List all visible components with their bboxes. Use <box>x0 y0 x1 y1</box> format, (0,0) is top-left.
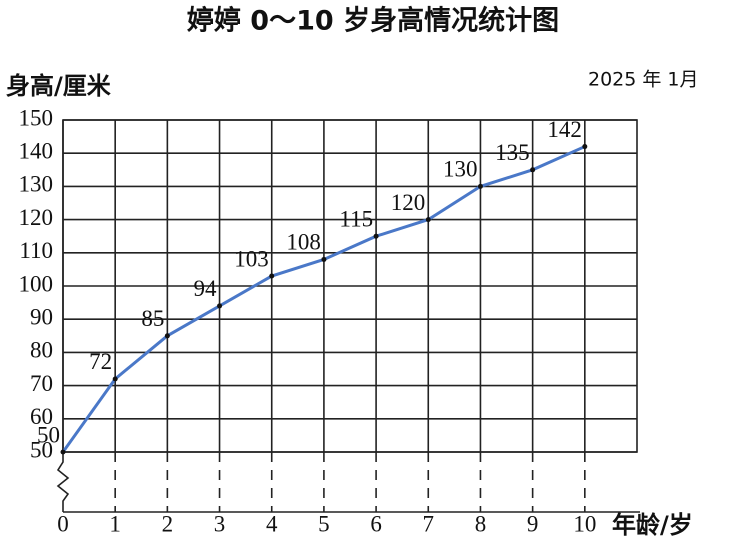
x-tick-label: 9 <box>527 511 539 536</box>
y-tick-label: 90 <box>30 304 53 329</box>
data-point <box>112 376 118 382</box>
x-tick-label: 7 <box>423 511 435 536</box>
y-tick-label: 80 <box>30 338 53 363</box>
x-tick-label: 10 <box>573 511 596 536</box>
data-label: 103 <box>234 246 269 271</box>
data-label: 108 <box>286 230 321 255</box>
y-tick-label: 140 <box>19 138 54 163</box>
data-label: 120 <box>391 190 426 215</box>
data-point <box>582 144 588 150</box>
date: 2025 年 1月 <box>588 69 699 91</box>
data-point <box>425 217 431 223</box>
x-axis-title: 年龄/岁 <box>612 511 693 539</box>
x-tick-label: 3 <box>214 511 226 536</box>
x-tick-label: 2 <box>162 511 174 536</box>
x-tick-label: 8 <box>475 511 487 536</box>
data-label: 72 <box>89 349 112 374</box>
x-tick-label: 4 <box>266 511 278 536</box>
data-point <box>321 256 327 262</box>
data-point <box>530 167 536 173</box>
x-tick-label: 5 <box>318 511 330 536</box>
x-tick-label: 6 <box>370 511 382 536</box>
y-tick-label: 130 <box>19 172 54 197</box>
data-label: 135 <box>495 140 530 165</box>
axis-break <box>56 452 70 512</box>
y-tick-label: 70 <box>30 371 53 396</box>
data-point <box>373 233 379 239</box>
chart-title: 婷婷 0～10 岁身高情况统计图 <box>187 5 559 37</box>
data-point <box>217 303 223 309</box>
y-tick-label: 100 <box>19 271 54 296</box>
data-point <box>269 273 275 279</box>
data-point <box>60 449 66 455</box>
data-point <box>164 333 170 339</box>
data-label: 85 <box>141 306 164 331</box>
data-label: 50 <box>37 422 60 447</box>
y-tick-label: 60 <box>30 404 53 429</box>
y-tick-label: 110 <box>19 238 53 263</box>
data-label: 115 <box>339 206 373 231</box>
data-point <box>477 183 483 189</box>
y-tick-label: 120 <box>19 205 54 230</box>
y-tick-label: 50 <box>30 437 53 462</box>
data-label: 94 <box>194 276 218 301</box>
data-label: 130 <box>443 157 478 182</box>
x-tick-label: 1 <box>109 511 121 536</box>
y-axis-title: 身高/厘米 <box>6 72 111 100</box>
x-tick-label: 0 <box>57 511 69 536</box>
y-tick-label: 150 <box>19 105 54 130</box>
data-label: 142 <box>547 117 582 142</box>
